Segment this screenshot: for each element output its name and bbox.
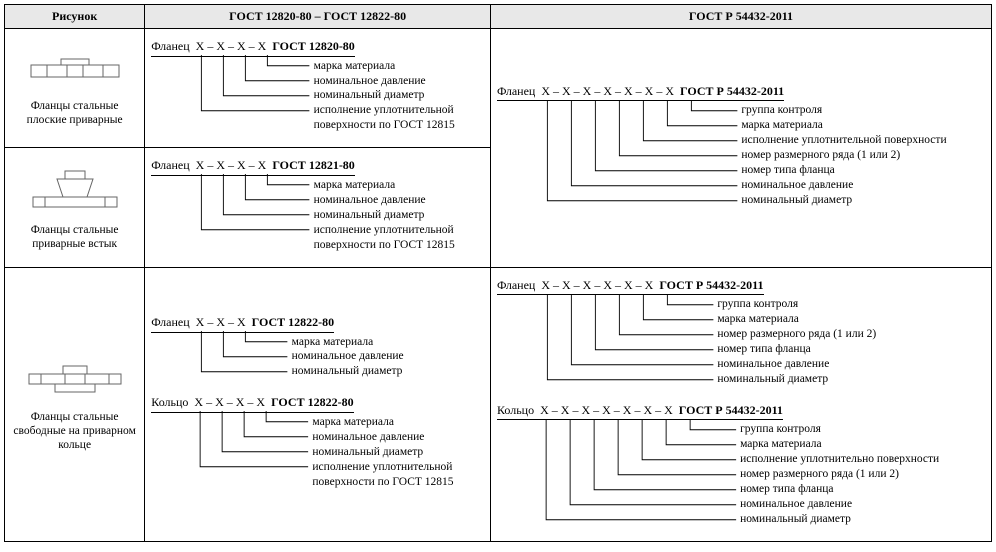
flange-caption: Фланцы стальные плоские приварные [11,99,138,128]
designation-label: группа контроля [717,297,985,312]
picture-cell: Фланцы стальные приварные встык [5,148,145,267]
gost-comparison-table: Рисунок ГОСТ 12820-80 – ГОСТ 12822-80 ГО… [4,4,992,542]
designation-label: марка материала [741,118,985,133]
designation-label: марка материала [740,437,985,452]
designation-lead: Кольцо [497,403,534,417]
designation-lead: Фланец [497,278,535,292]
picture-cell: Фланцы стальные плоские приварные [5,29,145,148]
table-row: Фланцы стальные свободные на приварном к… [5,267,992,541]
designation-lead: Кольцо [151,395,188,409]
bracket-lines [497,294,721,390]
designation-block: Фланец X – X – X – X – X – X ГОСТ Р 5443… [497,278,985,387]
table-row: Фланцы стальные плоские приварные Фланец… [5,29,992,148]
designation-lead: Фланец [151,315,189,329]
designation-label: номинальный диаметр [717,372,985,387]
designation-label: номер размерного ряда (1 или 2) [740,467,985,482]
ring-flange-icon [25,360,125,400]
bracket-lines [151,331,295,382]
designation-label: номинальное давление [740,497,985,512]
designation-block: Фланец X – X – X ГОСТ 12822-80марка мате… [151,315,484,379]
neck-flange-icon [27,167,123,213]
gost12820-cell: Фланец X – X – X ГОСТ 12822-80марка мате… [145,267,491,541]
designation-label: номинальный диаметр [312,445,484,460]
designation-label: марка материала [717,312,985,327]
header-gost54432: ГОСТ Р 54432-2011 [490,5,991,29]
bracket-lines [497,419,744,530]
designation-label: исполнение уплотнительной [312,460,484,475]
bracket-lines [497,100,745,211]
designation-label: исполнение уплотнительной поверхности [741,133,985,148]
designation-label: номер типа фланца [717,342,985,357]
designation-standard: ГОСТ 12821-80 [272,158,354,172]
designation-block: Кольцо X – X – X – X – X – X – X ГОСТ Р … [497,403,985,527]
gost12820-cell: Фланец X – X – X – X ГОСТ 12821-80марка … [145,148,491,267]
flange-caption: Фланцы стальные свободные на приварном к… [11,410,138,453]
designation-lead: Фланец [497,84,535,98]
designation-label: номинальное давление [314,193,484,208]
designation-label: исполнение уплотнительной [314,103,484,118]
designation-label: марка материала [292,335,484,350]
designation-label: номинальный диаметр [740,512,985,527]
designation-standard: ГОСТ 12822-80 [271,395,353,409]
designation-label: поверхности по ГОСТ 12815 [312,475,484,490]
designation-label: группа контроля [741,103,985,118]
designation-label: исполнение уплотнительной [314,223,484,238]
header-gost12820: ГОСТ 12820-80 – ГОСТ 12822-80 [145,5,491,29]
designation-label: марка материала [314,178,484,193]
bracket-lines [151,174,317,255]
designation-standard: ГОСТ Р 54432-2011 [659,278,763,292]
designation-label: номер размерного ряда (1 или 2) [741,148,985,163]
gost12820-cell: Фланец X – X – X – X ГОСТ 12820-80марка … [145,29,491,148]
designation-block: Фланец X – X – X – X ГОСТ 12820-80марка … [151,39,484,133]
bracket-lines [151,411,316,492]
designation-label: номер размерного ряда (1 или 2) [717,327,985,342]
designation-block: Фланец X – X – X – X ГОСТ 12821-80марка … [151,158,484,252]
bracket-lines [151,55,317,136]
designation-standard: ГОСТ 12822-80 [252,315,334,329]
designation-standard: ГОСТ Р 54432-2011 [680,84,784,98]
designation-label: марка материала [312,415,484,430]
designation-label: номинальный диаметр [314,208,484,223]
designation-label: номинальное давление [312,430,484,445]
designation-block: Кольцо X – X – X – X ГОСТ 12822-80марка … [151,395,484,489]
designation-label: поверхности по ГОСТ 12815 [314,238,484,253]
designation-label: номинальное давление [741,178,985,193]
designation-label: номер типа фланца [740,482,985,497]
designation-lead: Фланец [151,39,189,53]
designation-label: номинальный диаметр [314,88,484,103]
flange-caption: Фланцы стальные приварные встык [11,223,138,252]
designation-label: исполнение уплотнительно поверхности [740,452,985,467]
picture-cell: Фланцы стальные свободные на приварном к… [5,267,145,541]
designation-label: поверхности по ГОСТ 12815 [314,118,484,133]
designation-label: номинальное давление [717,357,985,372]
designation-label: номер типа фланца [741,163,985,178]
header-picture: Рисунок [5,5,145,29]
designation-label: номинальное давление [292,349,484,364]
flat-flange-icon [27,53,123,89]
designation-label: номинальный диаметр [292,364,484,379]
gost54432-cell: Фланец X – X – X – X – X – X – X ГОСТ Р … [490,29,991,268]
designation-standard: ГОСТ 12820-80 [272,39,354,53]
designation-label: группа контроля [740,422,985,437]
designation-block: Фланец X – X – X – X – X – X – X ГОСТ Р … [497,84,985,208]
designation-standard: ГОСТ Р 54432-2011 [679,403,783,417]
designation-label: марка материала [314,59,484,74]
designation-lead: Фланец [151,158,189,172]
gost54432-cell: Фланец X – X – X – X – X – X ГОСТ Р 5443… [490,267,991,541]
designation-label: номинальное давление [314,74,484,89]
designation-label: номинальный диаметр [741,193,985,208]
